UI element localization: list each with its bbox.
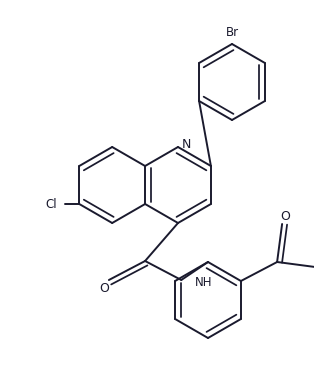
Text: O: O (99, 282, 109, 295)
Text: Cl: Cl (46, 197, 57, 210)
Text: O: O (280, 210, 290, 223)
Text: Br: Br (225, 26, 239, 39)
Text: NH: NH (195, 276, 213, 289)
Text: N: N (181, 138, 191, 151)
